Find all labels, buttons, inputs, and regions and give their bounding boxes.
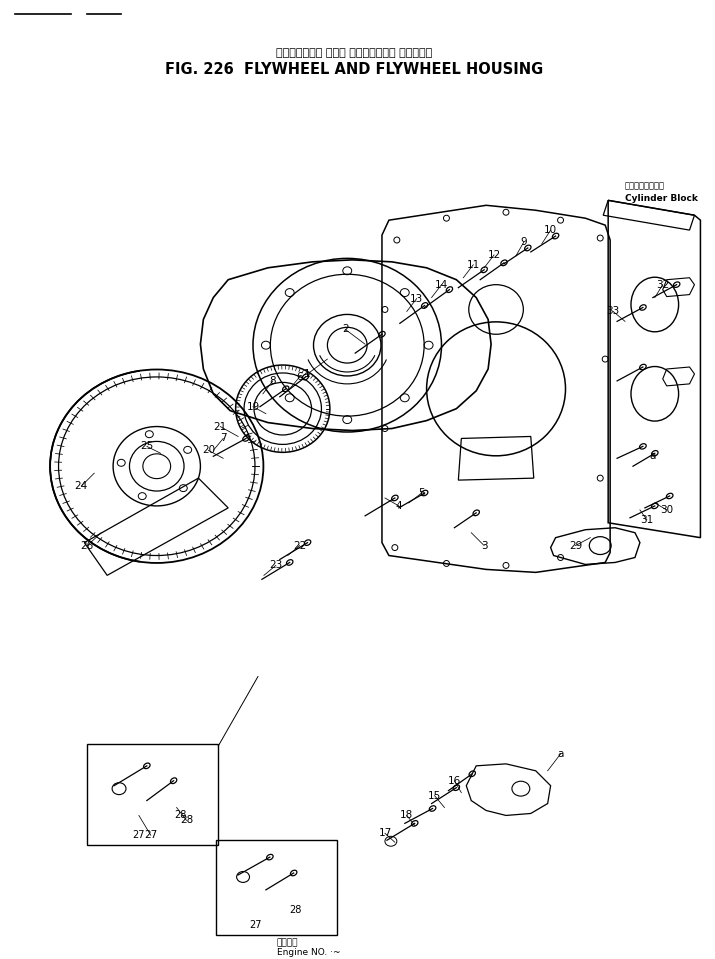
Text: 15: 15 xyxy=(428,790,441,801)
Text: 3: 3 xyxy=(481,541,488,550)
Text: 4: 4 xyxy=(395,501,402,511)
Text: 14: 14 xyxy=(435,280,448,290)
Text: 2: 2 xyxy=(342,324,349,335)
Text: 6: 6 xyxy=(296,372,303,382)
Text: 7: 7 xyxy=(220,433,227,443)
Text: 33: 33 xyxy=(606,307,620,316)
Text: 25: 25 xyxy=(140,441,154,452)
Text: 16: 16 xyxy=(448,776,461,785)
Text: 28: 28 xyxy=(290,904,302,915)
Text: 10: 10 xyxy=(544,225,557,235)
Text: 8: 8 xyxy=(270,376,276,386)
Text: 21: 21 xyxy=(214,422,227,432)
Text: 1: 1 xyxy=(305,369,311,379)
Text: 29: 29 xyxy=(569,541,582,550)
Text: 17: 17 xyxy=(378,829,392,838)
Text: シリンダブロック: シリンダブロック xyxy=(625,181,665,190)
Bar xyxy=(87,744,218,845)
Text: 28: 28 xyxy=(174,810,187,821)
Text: FIG. 226  FLYWHEEL AND FLYWHEEL HOUSING: FIG. 226 FLYWHEEL AND FLYWHEEL HOUSING xyxy=(165,62,543,77)
Text: 24: 24 xyxy=(75,481,88,491)
Text: 適用微号: 適用微号 xyxy=(277,938,298,947)
Text: 26: 26 xyxy=(81,541,94,550)
Text: 18: 18 xyxy=(400,810,413,821)
Text: 13: 13 xyxy=(410,293,423,304)
Text: 27: 27 xyxy=(133,830,145,840)
Text: 9: 9 xyxy=(521,237,527,247)
Text: 5: 5 xyxy=(418,488,425,498)
Text: a: a xyxy=(650,452,656,461)
Text: 11: 11 xyxy=(467,260,480,269)
Text: 30: 30 xyxy=(660,504,674,515)
Text: 28: 28 xyxy=(180,815,193,826)
Text: 23: 23 xyxy=(269,560,282,571)
Text: 27: 27 xyxy=(250,920,262,929)
Text: 20: 20 xyxy=(202,445,215,456)
Text: a: a xyxy=(558,749,563,759)
Text: 31: 31 xyxy=(640,515,654,525)
Bar xyxy=(216,840,337,934)
Text: Engine NO. ·~: Engine NO. ·~ xyxy=(277,947,340,957)
Text: 32: 32 xyxy=(656,280,669,290)
Text: 19: 19 xyxy=(247,402,260,411)
Text: Cylinder Block: Cylinder Block xyxy=(625,194,698,203)
Text: 12: 12 xyxy=(488,250,500,260)
Text: フライホイール および フライホイール ハウジング: フライホイール および フライホイール ハウジング xyxy=(276,49,433,58)
Text: 22: 22 xyxy=(293,541,306,550)
Text: 27: 27 xyxy=(144,830,157,840)
